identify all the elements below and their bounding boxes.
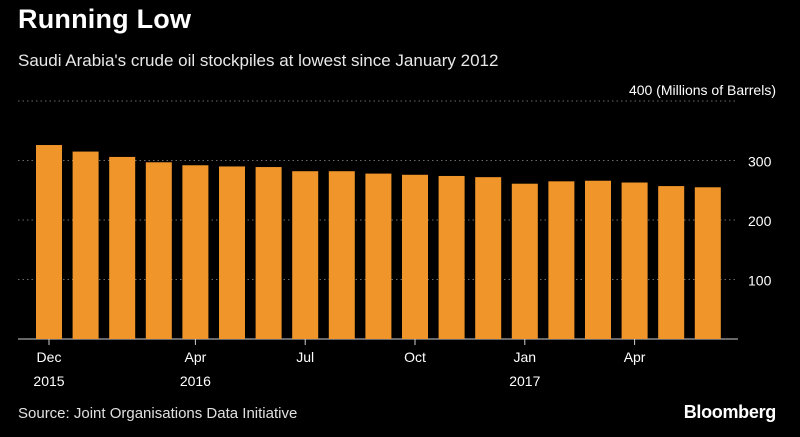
y-tick-label: 100 — [748, 273, 772, 289]
bar — [328, 171, 355, 339]
chart-subtitle: Saudi Arabia's crude oil stockpiles at l… — [18, 51, 499, 70]
bar — [219, 166, 245, 339]
x-tick-label-month: Dec — [37, 349, 62, 365]
bar — [255, 167, 282, 339]
x-tick-label-month: Jul — [296, 349, 314, 365]
bar — [585, 180, 611, 339]
x-tick-label-year: 2015 — [33, 373, 64, 389]
x-tick-label-month: Apr — [624, 349, 646, 365]
bar — [621, 182, 648, 339]
bar — [548, 181, 575, 339]
bar — [438, 175, 465, 339]
bar — [36, 145, 62, 339]
bar — [109, 156, 136, 339]
bar — [182, 165, 209, 339]
bar — [658, 186, 685, 339]
bar — [511, 183, 538, 339]
bar — [402, 174, 428, 339]
bar — [475, 177, 502, 339]
y-tick-label: 200 — [748, 213, 772, 229]
x-tick-label-month: Apr — [185, 349, 207, 365]
x-tick-label-year: 2016 — [180, 373, 211, 389]
chart-title: Running Low — [18, 4, 192, 34]
source-note: Source: Joint Organisations Data Initiat… — [18, 405, 298, 422]
y-tick-label: 400 (Millions of Barrels) — [629, 82, 776, 98]
bar — [72, 151, 99, 339]
bar — [694, 187, 721, 339]
y-tick-label: 300 — [748, 154, 772, 170]
x-tick-label-month: Oct — [404, 349, 426, 365]
bar — [292, 171, 319, 339]
x-tick-label-month: Jan — [514, 349, 537, 365]
bar — [365, 173, 392, 339]
bloomberg-logo: Bloomberg — [683, 402, 777, 422]
x-tick-label-year: 2017 — [509, 373, 540, 389]
bar — [145, 162, 172, 339]
